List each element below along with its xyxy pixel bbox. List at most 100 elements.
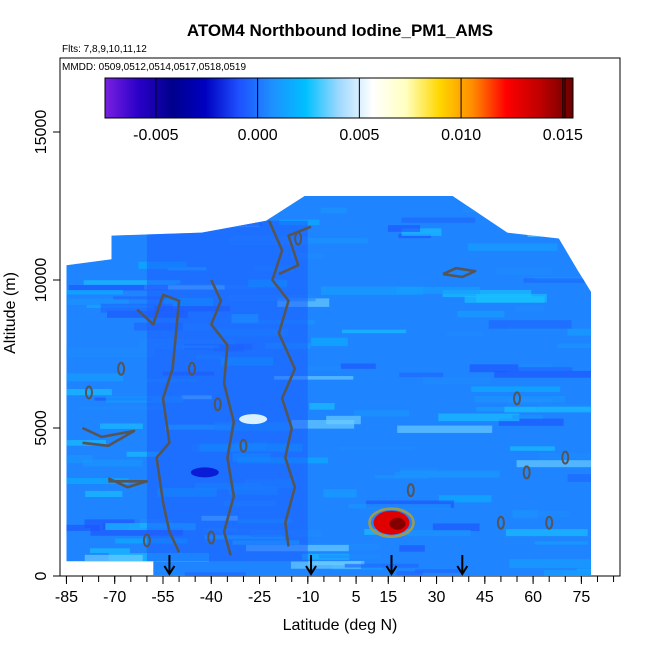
heatmap-streak <box>387 225 421 232</box>
heatmap-streak <box>66 348 154 358</box>
heatmap-streak <box>516 460 592 468</box>
heatmap-streak <box>398 233 432 239</box>
contour-peak <box>368 507 415 539</box>
heatmap-streak <box>537 452 592 459</box>
heatmap-streak <box>457 310 505 318</box>
contour-line <box>81 426 136 448</box>
heatmap-streak <box>306 366 341 371</box>
heatmap-streak <box>422 377 490 385</box>
heatmap-streak <box>415 569 460 573</box>
contour-line <box>268 220 297 547</box>
heatmap-streak <box>178 218 240 223</box>
flights-label: Flts: 7,8,9,10,11,12 <box>62 44 147 55</box>
x-tick-label: -40 <box>200 589 223 606</box>
x-tick-label: 45 <box>476 589 494 606</box>
contour-line <box>210 279 236 556</box>
heatmap-streak <box>127 212 159 221</box>
heatmap-streak <box>68 285 168 291</box>
heatmap-streak <box>438 413 520 422</box>
flight-arrows <box>163 555 469 576</box>
heatmap-streak <box>66 388 112 396</box>
heatmap-domain <box>66 196 592 576</box>
contour-oval <box>496 515 505 530</box>
x-axis-label: Latitude (deg N) <box>283 617 398 634</box>
heatmap-spot <box>190 467 219 478</box>
heatmap-streak <box>488 320 572 329</box>
contour-oval <box>294 231 303 246</box>
contour-oval <box>239 438 248 453</box>
colorbar-tick-label: -0.005 <box>133 127 178 144</box>
x-tick-label: -85 <box>55 589 78 606</box>
x-tick-label: 5 <box>352 589 361 606</box>
contour-oval <box>117 361 126 376</box>
heatmap-streak <box>113 296 167 300</box>
heatmap-streak <box>67 298 129 305</box>
heatmap-streak <box>82 459 143 467</box>
y-axis-label: Altitude (m) <box>2 272 19 354</box>
heatmap-streak <box>534 541 588 545</box>
x-tick-label: 60 <box>524 589 542 606</box>
heatmap-streak <box>498 418 564 426</box>
heatmap-streak <box>100 303 173 313</box>
heatmap-streak <box>274 376 354 380</box>
flight-arrow <box>163 555 176 576</box>
heatmap-streak <box>394 471 499 478</box>
heatmap-spot <box>239 414 268 425</box>
heatmap-layer <box>66 196 592 576</box>
heatmap-streak <box>506 367 573 375</box>
heatmap-streak <box>439 495 492 503</box>
heatmap-streak <box>442 289 532 298</box>
heatmap-streak <box>529 510 570 517</box>
heatmap-streak <box>340 363 376 369</box>
contour-oval <box>187 361 196 376</box>
colorbar-tick-label: 0.005 <box>339 127 379 144</box>
heatmap-streak <box>344 563 419 568</box>
heatmap-streak <box>504 406 592 413</box>
heatmap-streak <box>126 451 161 457</box>
heatmap-streak <box>311 337 348 347</box>
contour-line <box>278 225 312 276</box>
heatmap-streak <box>523 278 592 283</box>
heatmap-streak <box>318 554 381 559</box>
heatmap-streak <box>510 446 555 451</box>
heatmap-streak <box>184 572 246 576</box>
colorbar-tick-label: 0.010 <box>441 127 481 144</box>
heatmap-streak <box>557 343 592 348</box>
heatmap-background <box>66 196 592 576</box>
heatmap-streak <box>462 206 497 213</box>
heatmap-streak <box>77 406 164 410</box>
x-tick-label: -10 <box>296 589 319 606</box>
heatmap-band <box>146 220 308 562</box>
heatmap-streak <box>309 402 335 410</box>
heatmap-streak <box>66 477 129 485</box>
y-axis: 0 5000 10000 15000 <box>33 110 60 580</box>
colorbar-gradient <box>104 77 574 119</box>
heatmap-streak <box>471 386 561 392</box>
heatmap-streak <box>320 207 347 214</box>
heatmap-streak <box>543 570 592 576</box>
dates-label: MMDD: 0509,0512,0514,0517,0518,0519 <box>62 62 246 73</box>
contour-oval <box>545 515 554 530</box>
y-tick-label: 10000 <box>33 258 50 303</box>
x-tick-label: -25 <box>248 589 271 606</box>
heatmap-streak <box>567 474 592 482</box>
heatmap-streak <box>527 229 592 237</box>
contour-layer <box>81 220 570 556</box>
heatmap-streak <box>290 561 362 569</box>
heatmap-streak <box>509 559 592 568</box>
contour-oval <box>406 483 415 498</box>
heatmap-streak <box>399 545 425 552</box>
colorbar-tick-label: 0.000 <box>238 127 278 144</box>
x-tick-label: -55 <box>151 589 174 606</box>
heatmap-streak <box>291 419 355 429</box>
heatmap-peak-core <box>389 517 406 530</box>
contour-line <box>107 477 149 489</box>
heatmap-streak <box>432 523 480 532</box>
heatmap-streak <box>469 364 519 373</box>
heatmap-streak <box>467 243 558 251</box>
colorbar-tick-label: 0.015 <box>543 127 583 144</box>
contour-oval <box>213 397 222 412</box>
heatmap-streak <box>401 217 476 223</box>
heatmap-streak <box>105 396 184 403</box>
heatmap-streak <box>85 490 123 497</box>
